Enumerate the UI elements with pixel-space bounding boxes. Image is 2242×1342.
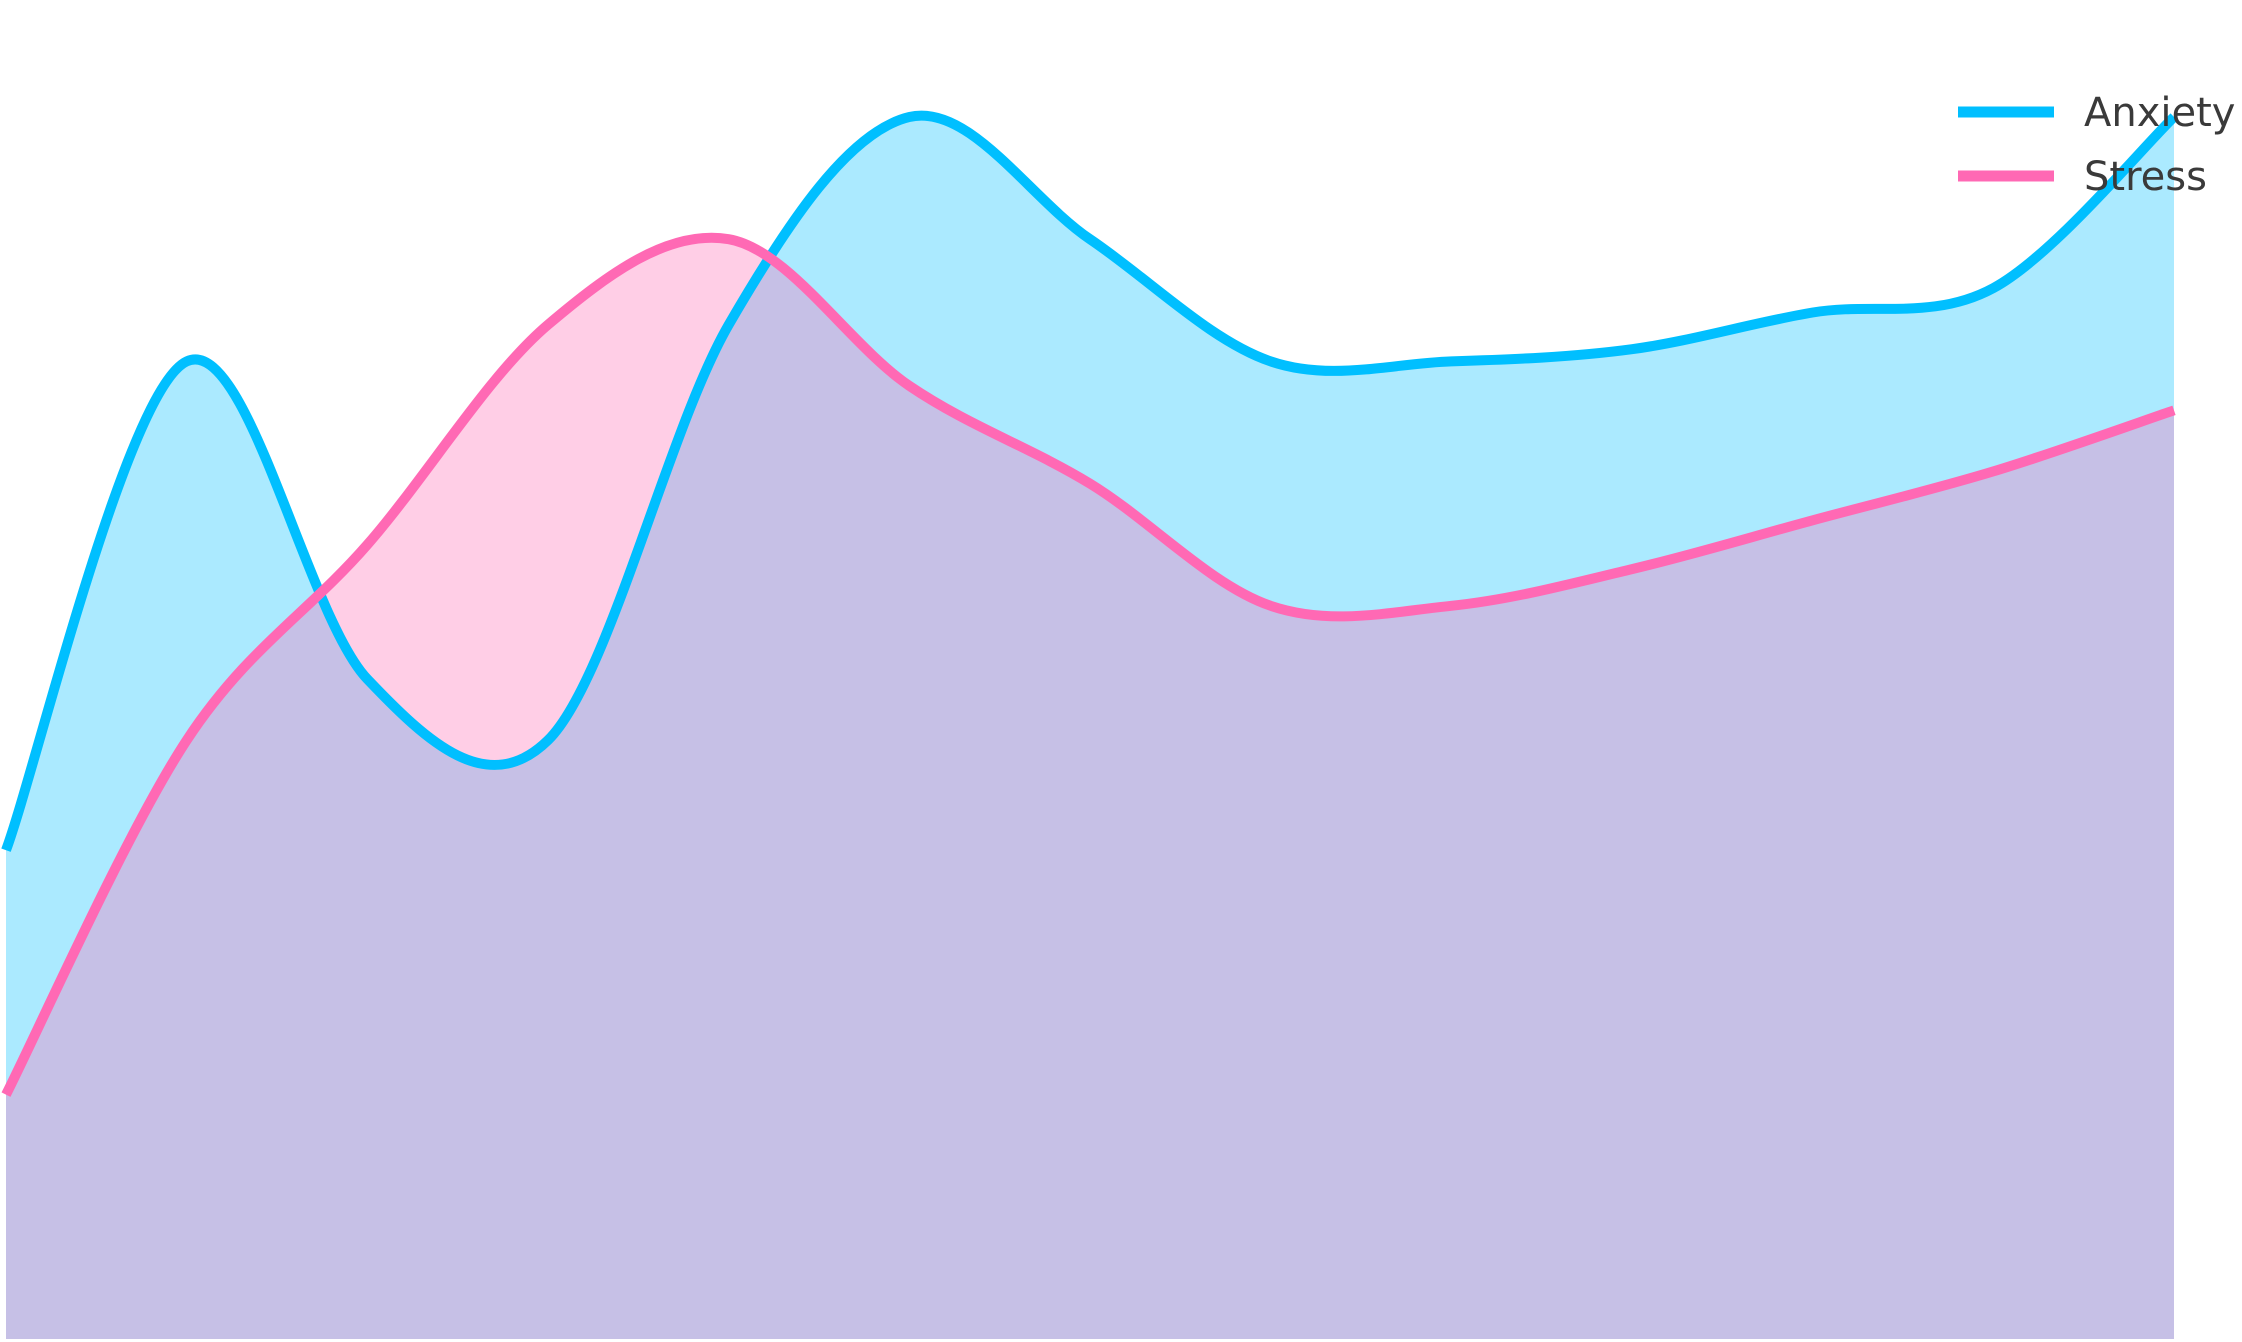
- area-fill-anxiety: [6, 115, 2174, 1339]
- area-fill-stress: [6, 237, 2174, 1340]
- series-lines: [1, 110, 2178, 1097]
- legend-label-stress: Stress: [2084, 154, 2207, 200]
- series-areas: [6, 115, 2174, 1340]
- series-line-anxiety: [1, 110, 2178, 852]
- legend-label-anxiety: Anxiety: [2084, 90, 2235, 136]
- legend: Anxiety Stress: [1958, 90, 2235, 200]
- series-line-stress: [1, 232, 2176, 1097]
